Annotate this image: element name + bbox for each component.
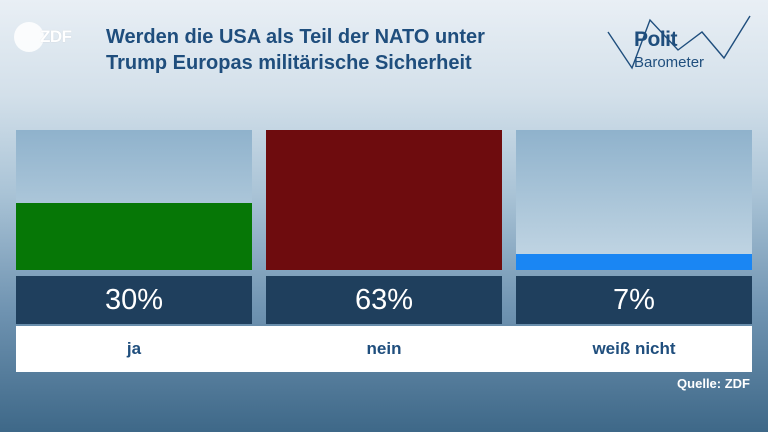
politbarometer-logo: Polit Barometer bbox=[604, 10, 754, 90]
politbarometer-swoosh-icon bbox=[607, 15, 751, 70]
category-label-row: ja nein weiß nicht bbox=[16, 326, 752, 372]
source-note: Quelle: ZDF bbox=[677, 376, 750, 391]
zdf-eye-icon bbox=[14, 22, 44, 52]
zdf-logo: ZDF bbox=[14, 22, 72, 52]
politbarometer-line1: Polit bbox=[634, 28, 678, 51]
bar-track-2 bbox=[516, 130, 752, 270]
category-label-1: nein bbox=[366, 339, 402, 358]
title-line-1: Werden die USA als Teil der NATO unter bbox=[106, 26, 485, 48]
bar-2 bbox=[516, 254, 752, 270]
bar-0 bbox=[16, 203, 252, 270]
bar-1 bbox=[266, 130, 502, 270]
zdf-logo-text: ZDF bbox=[40, 27, 72, 46]
bar-track-0 bbox=[16, 130, 252, 270]
chart-title: Werden die USA als Teil der NATO unter T… bbox=[106, 24, 586, 76]
category-label-2: weiß nicht bbox=[592, 339, 676, 358]
value-label-2: 7% bbox=[516, 276, 752, 324]
bar-track-1 bbox=[266, 130, 502, 270]
politbarometer-line2: Barometer bbox=[634, 54, 705, 71]
bar-area bbox=[16, 130, 752, 270]
value-row: 30% 63% 7% bbox=[16, 276, 752, 324]
category-label-0: ja bbox=[126, 339, 142, 358]
value-label-1: 63% bbox=[266, 276, 502, 324]
title-line-2: Trump Europas militärische Sicherheit bbox=[106, 52, 472, 74]
value-label-0: 30% bbox=[16, 276, 252, 324]
